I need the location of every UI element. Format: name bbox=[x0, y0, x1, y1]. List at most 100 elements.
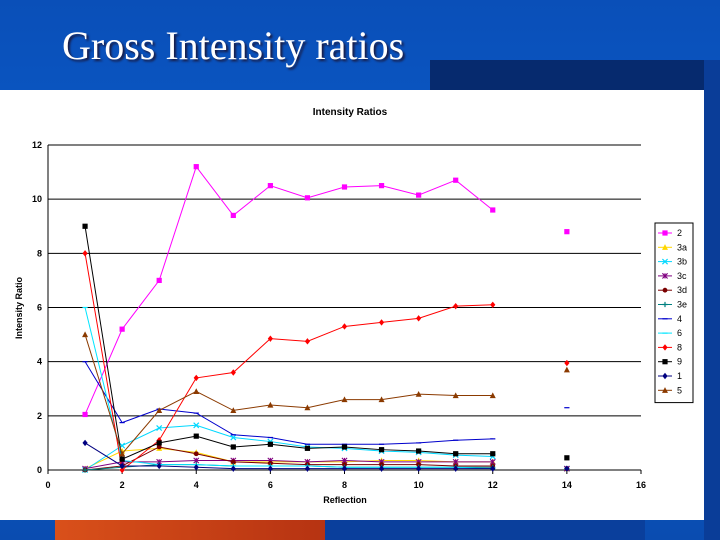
series-1 bbox=[82, 439, 570, 472]
data-point bbox=[82, 467, 88, 473]
data-point bbox=[230, 459, 236, 465]
x-tick-label: 16 bbox=[636, 480, 646, 490]
x-tick-label: 12 bbox=[488, 480, 498, 490]
data-point bbox=[267, 335, 273, 342]
data-point bbox=[490, 465, 496, 472]
right-accent-strip bbox=[704, 60, 720, 540]
y-tick-label: 0 bbox=[37, 465, 42, 475]
data-point bbox=[119, 326, 125, 332]
legend: 2 3a 3b 3c 3d 3e 4 6 8 9 1 5 bbox=[654, 222, 694, 404]
legend-label: 3c bbox=[677, 271, 687, 281]
data-point bbox=[490, 451, 496, 457]
data-point bbox=[193, 433, 199, 439]
legend-swatch-marker bbox=[662, 372, 668, 380]
data-point bbox=[230, 212, 236, 219]
data-point bbox=[416, 315, 422, 322]
data-point bbox=[230, 465, 236, 472]
axes: 0 2 4 6 8 10 12 0 2 4 6 8 10 12 14 16 bbox=[32, 140, 646, 490]
data-point bbox=[267, 460, 273, 466]
x-tick-label: 2 bbox=[120, 480, 125, 490]
legend-label: 4 bbox=[677, 314, 682, 324]
data-point bbox=[489, 392, 496, 399]
series-line bbox=[84, 442, 493, 470]
legend-swatch-marker bbox=[662, 301, 668, 308]
data-point bbox=[230, 434, 237, 441]
data-point bbox=[82, 250, 88, 257]
data-point bbox=[156, 277, 162, 284]
series-line bbox=[85, 446, 493, 471]
data-point bbox=[230, 369, 236, 376]
data-point bbox=[267, 465, 273, 472]
legend-label: 3d bbox=[677, 285, 687, 295]
legend-swatch-marker bbox=[662, 272, 668, 279]
legend-item-6: 6 bbox=[658, 328, 682, 338]
data-point bbox=[193, 374, 199, 382]
x-tick-label: 6 bbox=[268, 480, 273, 490]
legend-item-4: 4 bbox=[658, 314, 682, 324]
data-point bbox=[82, 223, 88, 229]
data-point bbox=[378, 465, 385, 472]
data-point bbox=[378, 447, 385, 453]
legend-item-3c: 3c bbox=[658, 271, 687, 281]
data-point bbox=[82, 411, 88, 418]
data-point bbox=[193, 464, 199, 471]
data-point bbox=[378, 396, 385, 403]
legend-label: 3e bbox=[677, 300, 687, 310]
data-point bbox=[378, 319, 385, 326]
series-line bbox=[84, 361, 493, 445]
data-point bbox=[156, 407, 163, 414]
legend-item-9: 9 bbox=[658, 357, 682, 367]
series-line bbox=[84, 226, 493, 460]
data-point bbox=[156, 424, 163, 432]
series-2 bbox=[82, 164, 570, 418]
legend-swatch-marker bbox=[662, 287, 668, 293]
chart-title: Intensity Ratios bbox=[313, 107, 388, 118]
series-line bbox=[84, 460, 493, 470]
series-line bbox=[84, 447, 493, 470]
data-point bbox=[416, 462, 422, 467]
grid-lines bbox=[48, 144, 641, 471]
legend-item-8: 8 bbox=[658, 342, 682, 352]
data-point bbox=[304, 338, 311, 345]
data-point bbox=[193, 451, 199, 457]
data-point bbox=[341, 396, 348, 403]
data-point bbox=[378, 183, 385, 189]
legend-item-5: 5 bbox=[658, 385, 682, 395]
x-tick-label: 10 bbox=[414, 480, 424, 490]
x-tick-label: 14 bbox=[562, 480, 572, 490]
data-point bbox=[341, 444, 348, 450]
data-point bbox=[193, 388, 200, 395]
legend-item-1: 1 bbox=[658, 371, 682, 381]
data-point bbox=[267, 441, 273, 447]
series-line bbox=[84, 424, 493, 471]
series-4 bbox=[82, 361, 570, 445]
data-point bbox=[193, 422, 200, 429]
data-point bbox=[230, 407, 237, 414]
data-point bbox=[490, 301, 496, 308]
data-point bbox=[119, 466, 125, 474]
data-point bbox=[342, 462, 347, 467]
x-tick-label: 4 bbox=[194, 480, 199, 490]
data-point bbox=[304, 404, 311, 411]
data-point bbox=[304, 465, 311, 472]
data-point bbox=[156, 440, 162, 446]
data-point bbox=[119, 456, 125, 462]
data-point bbox=[156, 462, 162, 470]
series-3e bbox=[82, 461, 570, 473]
legend-label: 3b bbox=[677, 257, 687, 267]
data-point bbox=[267, 183, 273, 189]
data-point bbox=[230, 444, 236, 450]
data-point bbox=[156, 444, 162, 450]
data-point bbox=[304, 195, 311, 201]
legend-item-3e: 3e bbox=[658, 300, 687, 310]
legend-swatch-marker bbox=[662, 344, 668, 351]
legend-item-3b: 3b bbox=[658, 257, 687, 267]
legend-item-3a: 3a bbox=[658, 242, 687, 252]
data-point bbox=[564, 465, 570, 472]
legend-item-3d: 3d bbox=[658, 285, 687, 295]
data-point bbox=[119, 462, 125, 470]
bottom-dark-bar bbox=[325, 520, 645, 540]
data-point bbox=[82, 439, 88, 447]
series-5 bbox=[82, 331, 570, 457]
